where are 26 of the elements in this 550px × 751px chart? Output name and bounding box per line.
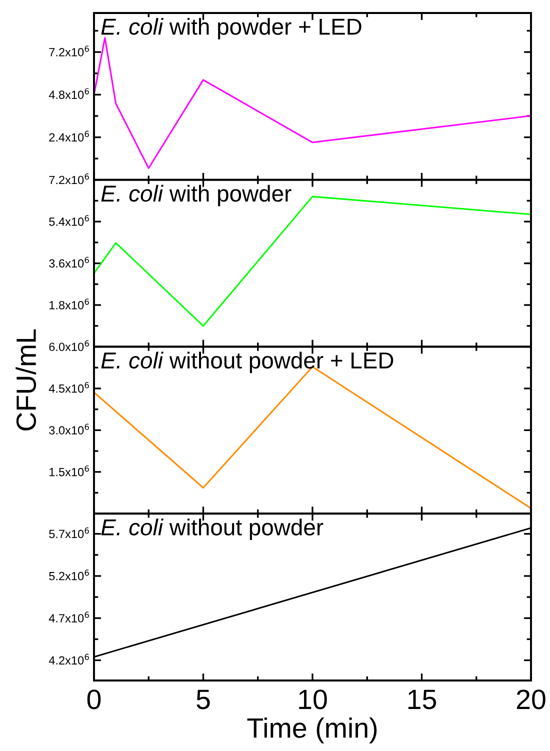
x-tick-label: 5	[196, 690, 210, 710]
y-tick-label: 5.4x10$^{6}$	[49, 215, 89, 226]
y-tick-label: 7.2x10$^{6}$	[49, 46, 89, 56]
chart-title: E. coli with powder	[101, 184, 292, 206]
y-tick-label: 6.0x10$^{6}$	[49, 340, 89, 352]
y-tick-label: 5.2x10$^{6}$	[49, 570, 89, 580]
y-tick-label: 3.6x10$^{6}$	[49, 256, 89, 268]
y-tick-label: 4.8x10$^{6}$	[48, 88, 89, 99]
y-tick-label: 1.8x10$^{6}$	[50, 298, 89, 310]
y-tick-label: 2.4x10$^{6}$	[49, 130, 89, 142]
y-tick-label: 5.7x10$^{6}$	[49, 527, 89, 538]
x-tick-label: 20	[516, 690, 546, 710]
chart-title: E. coli without powder + LED	[101, 352, 394, 374]
y-tick-label: 3.0x10$^{6}$	[49, 424, 89, 434]
chart-title: E. coli without powder	[101, 518, 324, 540]
y-tick-label: 4.5x10$^{6}$	[48, 382, 89, 393]
y-tick-label: 7.2x10$^{6}$	[49, 173, 89, 184]
y-axis-title: CFU/mL	[16, 329, 36, 430]
chart-title: E. coli with powder + LED	[101, 18, 362, 40]
x-tick-label: 15	[408, 690, 436, 710]
y-tick-label: 1.5x10$^{6}$	[50, 465, 89, 476]
x-tick-label: 10	[299, 690, 327, 710]
x-tick-label: 0	[87, 690, 101, 710]
y-tick-label: 4.7x10$^{6}$	[48, 612, 89, 622]
y-tick-label: 4.2x10$^{6}$	[48, 654, 89, 665]
x-axis-title: Time (min)	[247, 718, 377, 744]
